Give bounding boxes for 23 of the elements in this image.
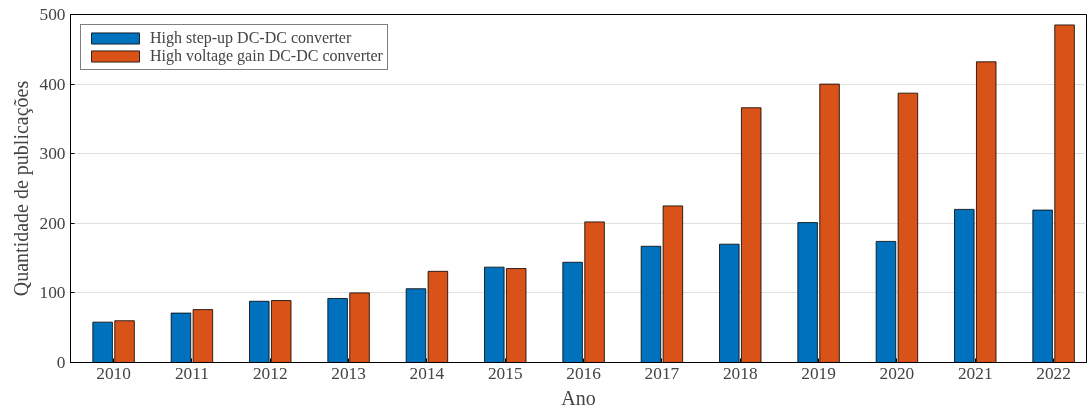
x-tick-label: 2012: [252, 363, 288, 383]
y-tick-label: 500: [39, 5, 66, 24]
x-tick-label: 2021: [957, 363, 993, 383]
legend-label: High step-up DC-DC converter: [150, 29, 352, 47]
y-axis-title: Quantidade de publicações: [9, 80, 33, 297]
y-tick-label: 400: [39, 74, 66, 94]
x-tick-label: 2018: [722, 363, 758, 383]
x-tick-label: 2011: [174, 363, 209, 383]
y-tick-label: 200: [39, 213, 66, 233]
x-tick-label: 2015: [487, 363, 523, 383]
x-tick-label: 2020: [879, 363, 915, 383]
x-tick-label: 2017: [644, 363, 680, 383]
x-tick-label: 2019: [801, 363, 836, 383]
legend-label: High voltage gain DC-DC converter: [150, 47, 383, 65]
x-tick-label: 2014: [409, 363, 445, 383]
y-tick-label: 0: [56, 353, 66, 372]
x-tick-label: 2022: [1036, 363, 1071, 383]
x-tick-label: 2010: [96, 363, 131, 383]
y-tick-label: 100: [39, 283, 66, 303]
x-tick-label: 2013: [331, 363, 366, 383]
x-axis-title: Ano: [561, 386, 596, 409]
y-tick-label: 300: [39, 144, 66, 164]
x-tick-label: 2016: [566, 363, 602, 383]
